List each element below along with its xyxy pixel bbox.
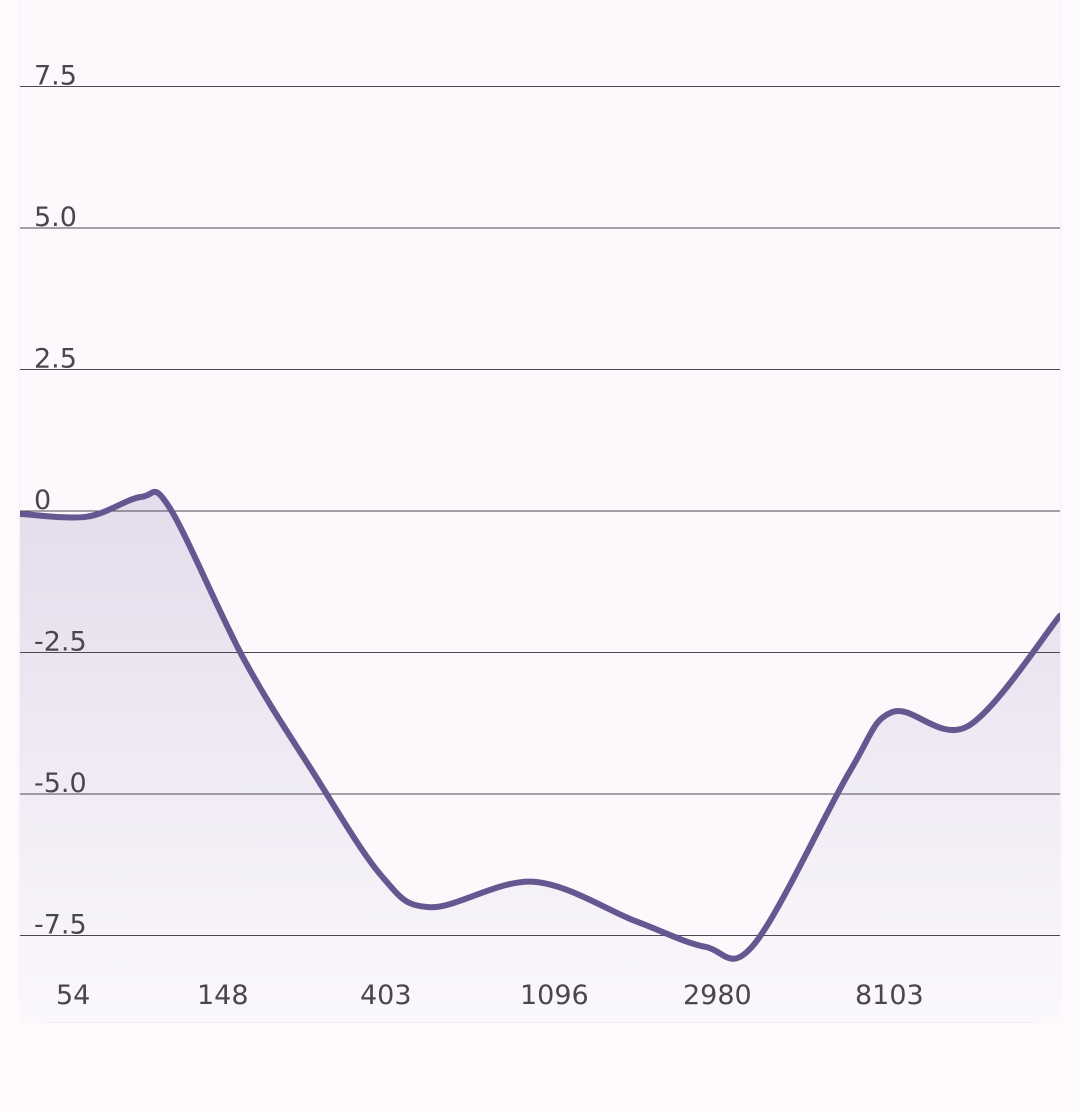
x-tick-label: 148 [197,980,249,1011]
y-tick-label: -5.0 [34,768,87,799]
x-tick-label: 8103 [855,980,924,1011]
x-tick-label: 2980 [683,980,752,1011]
y-tick-label: 5.0 [34,202,77,233]
y-tick-label: -7.5 [34,910,87,941]
y-tick-label: -2.5 [34,627,87,658]
eq-curve-chart: 7.5 5.0 2.5 0 -2.5 -5.0 -7.5 54 148 403 1096 2980 81… [20,61,1060,1022]
x-tick-label: 403 [360,980,412,1011]
chart-card: 7.5 5.0 2.5 0 -2.5 -5.0 -7.5 54 148 403 1096 2980 81… [20,0,1060,1022]
y-tick-label: 2.5 [34,344,77,375]
x-tick-label: 1096 [520,980,589,1011]
y-tick-label: 7.5 [34,61,77,92]
eq-curve-line[interactable] [20,488,1060,962]
y-tick-label: 0 [34,485,51,516]
curve-area-fill [20,491,1060,1022]
x-tick-label: 54 [56,980,90,1011]
